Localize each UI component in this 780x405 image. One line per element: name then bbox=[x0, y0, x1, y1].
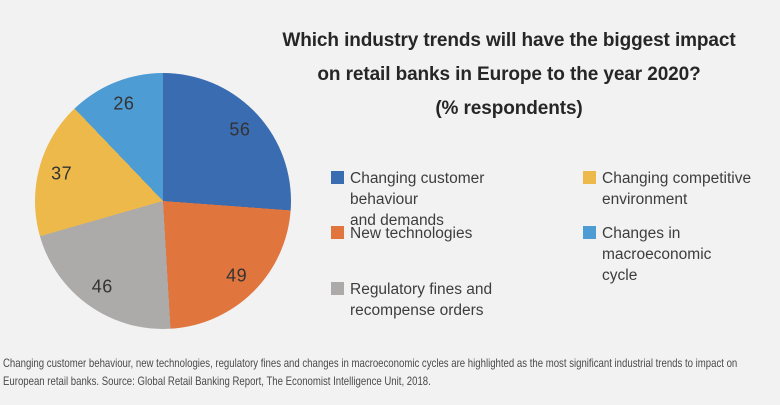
legend-item-label: New technologies bbox=[350, 225, 473, 242]
caption: Changing customer behaviour, new technol… bbox=[3, 354, 780, 390]
pie-slice-value-label: 49 bbox=[226, 265, 248, 286]
legend-item: Changes in macroeconomic cycle bbox=[583, 223, 763, 286]
chart-title: Which industry trends will have the bigg… bbox=[248, 24, 770, 126]
legend-swatch bbox=[583, 171, 596, 184]
legend-item-label: Changing competitive environment bbox=[602, 170, 752, 208]
caption-line-2: European retail banks. Source: Global Re… bbox=[3, 374, 431, 388]
pie-slice-value-label: 56 bbox=[229, 119, 251, 140]
legend-item: Changing competitive environment bbox=[583, 168, 763, 210]
chart-title-line-1: Which industry trends will have the bigg… bbox=[282, 30, 736, 51]
pie-chart: 56 49 46 37 26 bbox=[35, 73, 291, 329]
legend-swatch bbox=[331, 282, 344, 295]
caption-line-1: Changing customer behaviour, new technol… bbox=[3, 356, 738, 370]
pie-slice-value-label: 37 bbox=[51, 163, 73, 184]
legend-item: Regulatory fines and recompense orders bbox=[331, 279, 551, 321]
legend-item-label: Changing customer behaviour and demands bbox=[350, 170, 485, 229]
pie-slice-value-label: 26 bbox=[113, 93, 135, 114]
legend-swatch bbox=[331, 226, 344, 239]
chart-title-line-2: on retail banks in Europe to the year 20… bbox=[317, 64, 701, 85]
legend-item: New technologies bbox=[331, 223, 551, 244]
legend-swatch bbox=[583, 226, 596, 239]
pie-slice-value-label: 46 bbox=[91, 276, 113, 297]
legend-item-label: Changes in macroeconomic cycle bbox=[602, 225, 712, 284]
legend-item: Changing customer behaviour and demands bbox=[331, 168, 551, 231]
legend-item-label: Regulatory fines and recompense orders bbox=[350, 281, 493, 319]
chart-title-line-3: (% respondents) bbox=[435, 98, 583, 119]
legend-swatch bbox=[331, 171, 344, 184]
